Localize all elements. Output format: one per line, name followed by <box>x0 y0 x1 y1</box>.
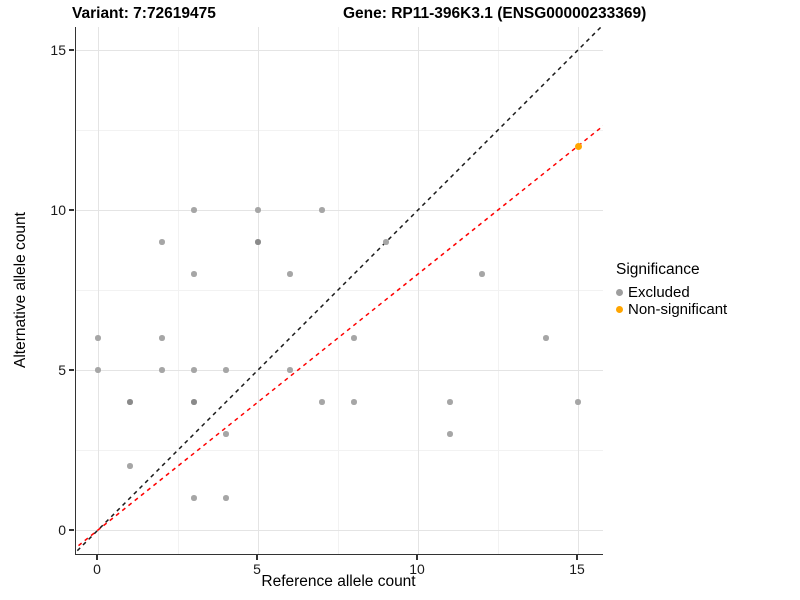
gene-title: Gene: RP11-396K3.1 (ENSG00000233369) <box>343 5 647 22</box>
y-tick-label: 0 <box>58 522 66 538</box>
y-tick-label: 10 <box>50 202 66 218</box>
major-gridline-vertical <box>258 27 259 554</box>
trend-lines-layer <box>76 27 603 554</box>
data-point-excluded <box>191 495 197 501</box>
identity-dashed-line <box>76 27 603 554</box>
data-point-excluded <box>447 431 453 437</box>
fit-dashed-line <box>76 125 603 549</box>
x-axis-tick <box>576 555 578 560</box>
legend-item-label: Excluded <box>628 284 690 301</box>
data-point-excluded <box>383 239 389 245</box>
major-gridline-vertical <box>578 27 579 554</box>
major-gridline-horizontal <box>76 530 603 531</box>
legend-excluded-dot <box>616 289 623 296</box>
x-axis-label: Reference allele count <box>261 573 416 590</box>
data-point-excluded <box>191 207 197 213</box>
x-tick-label: 5 <box>253 561 261 577</box>
x-tick-label: 10 <box>409 561 425 577</box>
data-point-excluded <box>575 399 581 405</box>
x-tick-label: 15 <box>569 561 585 577</box>
data-point-excluded <box>191 367 197 373</box>
x-axis-tick <box>416 555 418 560</box>
minor-gridline-horizontal <box>76 290 603 291</box>
data-point-excluded <box>223 495 229 501</box>
legend: Significance Excluded Non-significant <box>616 261 727 318</box>
data-point-excluded <box>127 399 133 405</box>
data-point-excluded <box>351 335 357 341</box>
y-axis-label: Alternative allele count <box>12 212 29 368</box>
minor-gridline-vertical <box>498 27 499 554</box>
data-point-excluded <box>255 239 261 245</box>
legend-item-label: Non-significant <box>628 301 728 318</box>
y-axis-tick <box>69 529 74 531</box>
major-gridline-vertical <box>98 27 99 554</box>
data-point-excluded <box>191 271 197 277</box>
data-point-excluded <box>479 271 485 277</box>
data-point-excluded <box>255 207 261 213</box>
x-axis-tick <box>96 555 98 560</box>
data-point-excluded <box>159 239 165 245</box>
legend-items: Excluded Non-significant <box>616 284 727 318</box>
legend-item: Excluded <box>616 284 727 301</box>
major-gridline-horizontal <box>76 370 603 371</box>
data-point-excluded <box>543 335 549 341</box>
y-tick-label: 15 <box>50 42 66 58</box>
y-axis-tick <box>69 49 74 51</box>
y-axis-tick <box>69 209 74 211</box>
data-point-excluded <box>159 335 165 341</box>
data-point-excluded <box>319 207 325 213</box>
legend-item: Non-significant <box>616 301 727 318</box>
variant-title: Variant: 7:72619475 <box>72 5 216 22</box>
data-point-excluded <box>95 367 101 373</box>
y-axis-tick <box>69 369 74 371</box>
legend-title: Significance <box>616 261 700 278</box>
major-gridline-horizontal <box>76 210 603 211</box>
data-point-excluded <box>95 335 101 341</box>
data-point-excluded <box>223 431 229 437</box>
minor-gridline-horizontal <box>76 130 603 131</box>
x-tick-label: 0 <box>93 561 101 577</box>
plot-panel <box>75 27 603 555</box>
data-point-non-significant <box>574 142 582 150</box>
legend-non-significant-dot <box>616 306 623 313</box>
data-point-excluded <box>191 399 197 405</box>
major-gridline-horizontal <box>76 50 603 51</box>
data-point-excluded <box>223 367 229 373</box>
data-point-excluded <box>127 463 133 469</box>
data-point-excluded <box>447 399 453 405</box>
x-axis-tick <box>256 555 258 560</box>
data-point-excluded <box>351 399 357 405</box>
data-point-excluded <box>287 271 293 277</box>
minor-gridline-horizontal <box>76 450 603 451</box>
major-gridline-vertical <box>418 27 419 554</box>
data-point-excluded <box>319 399 325 405</box>
data-point-excluded <box>159 367 165 373</box>
y-tick-label: 5 <box>58 362 66 378</box>
data-point-excluded <box>287 367 293 373</box>
